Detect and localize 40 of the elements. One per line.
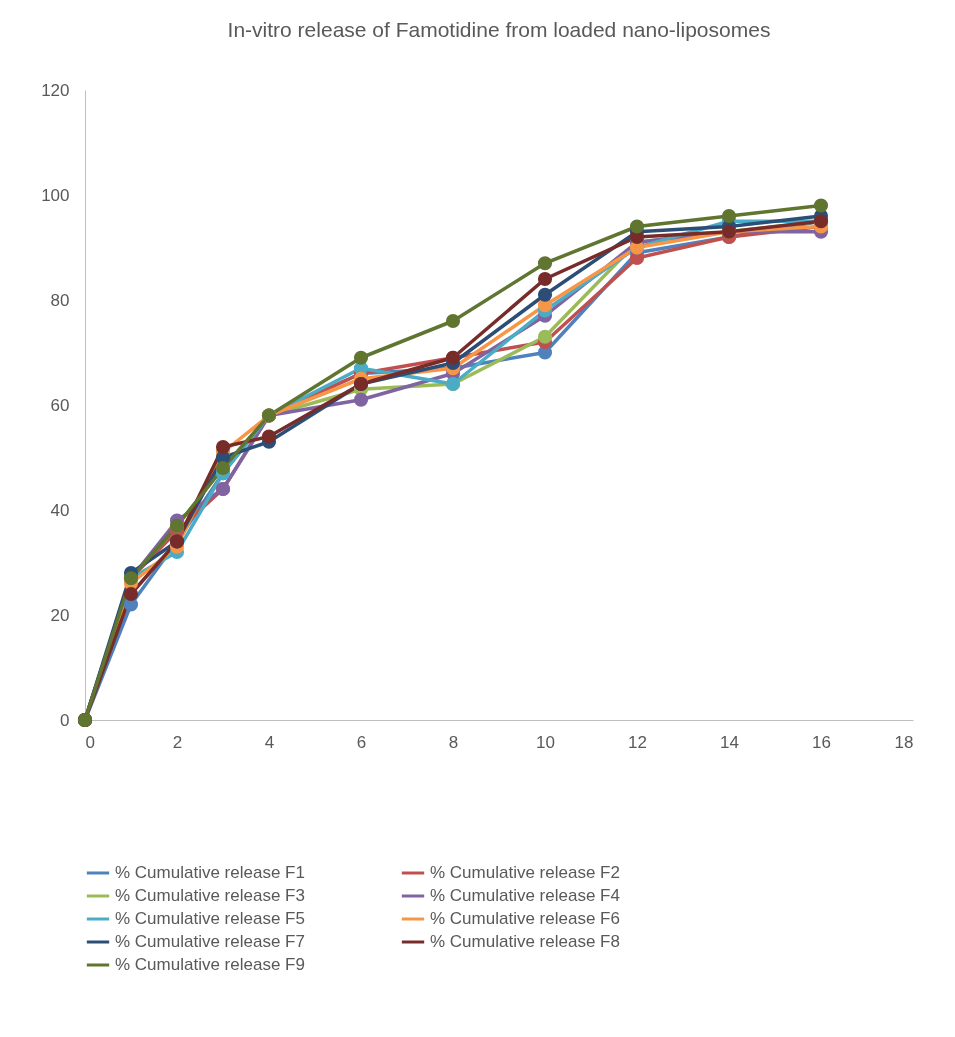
legend-label: % Cumulative release F9 <box>115 955 305 974</box>
y-tick-label: 40 <box>50 500 70 520</box>
legend-label: % Cumulative release F3 <box>115 886 305 905</box>
legend-label: % Cumulative release F5 <box>115 909 305 928</box>
y-tick-label: 0 <box>60 710 70 730</box>
y-tick-label: 20 <box>50 605 70 625</box>
x-tick-label: 0 <box>85 732 95 752</box>
point <box>537 256 553 271</box>
point <box>123 586 139 602</box>
legend-label: % Cumulative release F8 <box>430 932 620 951</box>
point <box>261 429 277 444</box>
legend-label: % Cumulative release F2 <box>430 863 620 882</box>
y-tick-label: 60 <box>50 395 70 415</box>
x-tick-label: 14 <box>720 732 739 752</box>
point <box>537 287 553 302</box>
y-tick-label: 80 <box>50 290 70 310</box>
x-tick-label: 8 <box>448 732 459 752</box>
x-tick-label: 18 <box>894 732 914 752</box>
y-tick-label: 100 <box>41 185 70 205</box>
point <box>353 350 369 365</box>
x-tick-label: 4 <box>264 732 275 752</box>
legend-label: % Cumulative release F7 <box>115 932 305 951</box>
legend-label: % Cumulative release F6 <box>430 909 620 928</box>
point <box>813 198 829 213</box>
x-tick-label: 6 <box>356 732 367 752</box>
x-tick-label: 16 <box>812 732 831 752</box>
x-tick-label: 10 <box>536 732 555 752</box>
chart-title: In-vitro release of Famotidine from loaded nano-liposomes <box>227 18 771 41</box>
point <box>629 219 645 234</box>
legend-label: % Cumulative release F4 <box>430 886 620 905</box>
point <box>537 271 553 287</box>
x-tick-label: 2 <box>172 732 183 752</box>
point <box>215 439 231 455</box>
point <box>445 313 461 329</box>
point <box>537 329 553 344</box>
y-tick-label: 120 <box>41 80 70 100</box>
point <box>721 208 737 224</box>
x-tick-label: 12 <box>628 732 647 752</box>
legend-label: % Cumulative release F1 <box>115 863 305 882</box>
point <box>353 392 369 407</box>
